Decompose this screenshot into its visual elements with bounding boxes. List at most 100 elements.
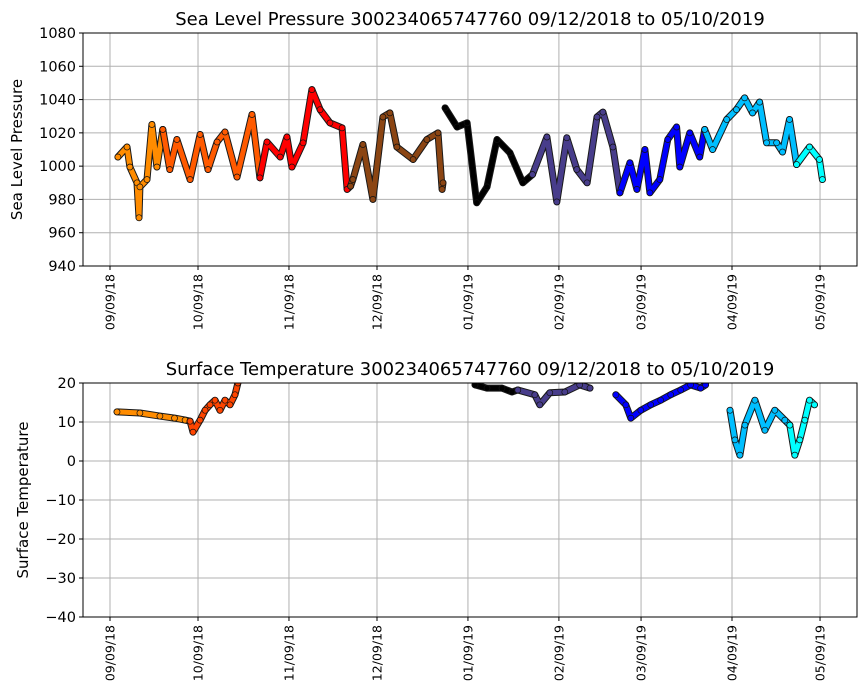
data-point xyxy=(483,384,491,392)
data-point xyxy=(276,153,284,161)
data-point xyxy=(609,143,617,151)
data-point xyxy=(749,109,756,117)
data-point xyxy=(434,129,442,137)
data-point xyxy=(796,436,804,444)
data-point xyxy=(409,156,417,163)
data-point xyxy=(439,179,447,187)
series-line-feb xyxy=(530,109,623,205)
data-point xyxy=(676,163,684,171)
data-point xyxy=(664,136,672,143)
data-point xyxy=(216,406,224,414)
series-line-mar xyxy=(617,124,708,196)
data-point xyxy=(156,412,164,420)
data-point xyxy=(114,153,122,161)
data-point xyxy=(786,421,794,429)
x-tick-label: 09/09/18 xyxy=(102,274,117,330)
data-point xyxy=(189,428,197,436)
data-point xyxy=(347,182,354,190)
series-line-sep-early xyxy=(115,122,166,221)
data-point xyxy=(263,138,271,146)
data-point xyxy=(471,383,479,389)
data-point xyxy=(153,163,161,171)
data-point xyxy=(741,94,748,102)
data-point xyxy=(256,174,264,182)
data-point xyxy=(536,401,544,409)
data-point xyxy=(463,119,471,127)
data-point xyxy=(786,116,793,123)
data-point xyxy=(687,383,694,389)
x-tick-label: 04/09/19 xyxy=(725,274,740,330)
data-point xyxy=(781,416,789,424)
data-point xyxy=(316,106,324,113)
x-tick-label: 03/09/19 xyxy=(634,625,649,681)
data-point xyxy=(201,406,209,414)
data-point xyxy=(731,436,739,444)
data-point xyxy=(586,384,594,392)
data-point xyxy=(593,113,601,121)
data-point xyxy=(733,106,740,113)
data-point xyxy=(126,163,134,171)
data-point xyxy=(806,143,813,151)
data-point xyxy=(599,108,607,116)
data-point xyxy=(213,138,221,146)
data-point xyxy=(441,104,449,112)
data-point xyxy=(173,136,181,143)
data-series-group xyxy=(114,86,826,222)
data-point xyxy=(529,171,536,178)
data-point xyxy=(686,129,694,137)
data-point xyxy=(135,214,143,222)
y-tick-label: 20 xyxy=(58,376,76,392)
data-point xyxy=(563,134,571,142)
data-point xyxy=(113,408,121,416)
y-tick-label: 1080 xyxy=(39,26,76,42)
y-tick-label: 960 xyxy=(48,226,76,242)
data-point xyxy=(498,384,506,392)
y-tick-label: 1020 xyxy=(39,126,76,142)
data-point xyxy=(771,406,779,414)
sea-level-pressure-chart: 940 960 980 1000 1020 1040 1060 1080 09/09/18 10/… xyxy=(8,9,858,330)
x-tick-label: 11/09/18 xyxy=(281,625,296,681)
y-tick-label: 0 xyxy=(67,454,76,470)
data-point xyxy=(211,396,219,404)
x-tick-label: 09/09/18 xyxy=(102,625,117,681)
data-point xyxy=(148,121,156,128)
y-tick-label: 940 xyxy=(48,259,76,275)
y-tick-label: −30 xyxy=(45,571,76,587)
data-point xyxy=(576,383,584,389)
y-tick-label: −20 xyxy=(45,532,76,548)
data-point xyxy=(637,406,645,414)
x-tick-label: 02/09/19 xyxy=(551,274,566,330)
x-tick-label: 01/09/19 xyxy=(460,274,475,330)
series-line-may xyxy=(794,144,825,182)
data-point xyxy=(423,136,431,143)
data-point xyxy=(641,146,649,153)
data-point xyxy=(159,126,167,133)
data-point xyxy=(308,86,316,93)
chart-title: Sea Level Pressure 300234065747760 09/12… xyxy=(175,9,765,30)
data-point xyxy=(761,426,769,434)
x-tick-label: 10/09/18 xyxy=(191,625,206,681)
data-point xyxy=(801,416,809,424)
data-point xyxy=(136,409,144,417)
data-point xyxy=(226,401,234,409)
data-point xyxy=(622,401,630,409)
y-tick-label: −10 xyxy=(45,493,76,509)
y-tick-label: 1060 xyxy=(39,59,76,75)
data-point xyxy=(701,126,709,133)
data-point xyxy=(773,139,780,147)
data-point xyxy=(248,111,256,118)
data-point xyxy=(657,396,665,404)
data-point xyxy=(646,189,654,197)
data-point xyxy=(723,116,731,123)
x-tick-label: 05/09/19 xyxy=(813,625,828,681)
series-line-dec xyxy=(348,110,446,202)
data-point xyxy=(206,401,214,409)
y-tick-label: 1000 xyxy=(39,159,76,175)
data-point xyxy=(338,124,346,132)
surface-temperature-chart: −40 −30 −20 −10 0 10 20 09/09/18 10/09/18 11/09/1… xyxy=(14,359,858,681)
y-tick-label: −40 xyxy=(45,610,76,626)
data-point xyxy=(791,451,799,459)
data-point xyxy=(349,176,357,183)
axes-frame xyxy=(82,32,858,267)
data-point xyxy=(696,153,704,161)
